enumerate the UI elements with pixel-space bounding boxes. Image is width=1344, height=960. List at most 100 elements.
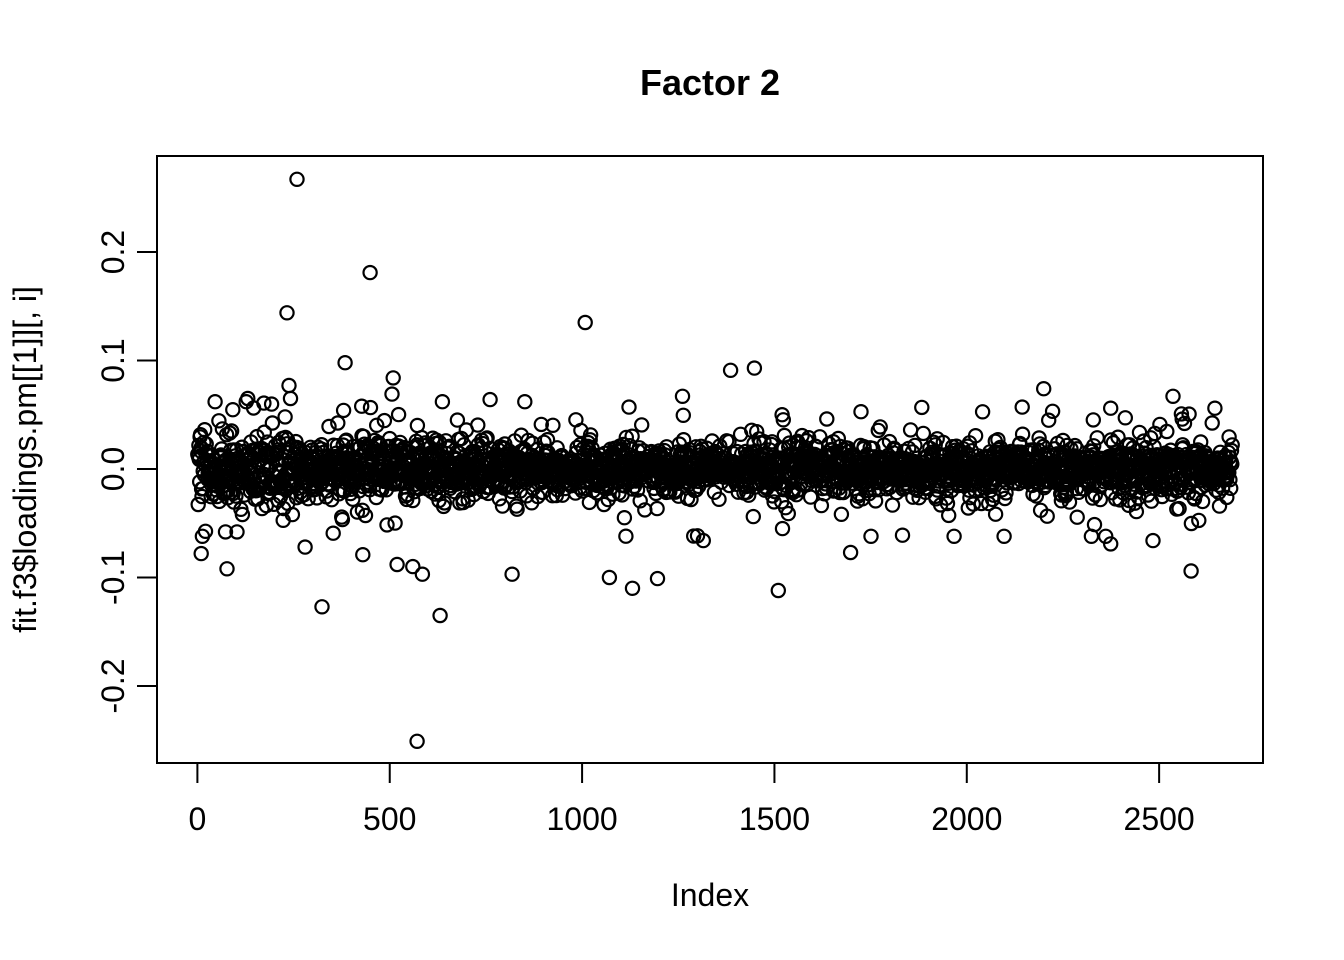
data-point — [533, 416, 550, 433]
data-point — [1014, 426, 1031, 442]
data-point — [649, 570, 666, 587]
data-point — [334, 511, 351, 528]
data-point — [1085, 412, 1102, 428]
data-point — [1086, 516, 1103, 533]
data-point — [256, 395, 272, 411]
data-point — [297, 539, 313, 555]
data-point — [674, 388, 691, 404]
data-point — [207, 394, 223, 410]
data-point — [1224, 456, 1240, 472]
data-point — [470, 417, 486, 433]
data-point — [711, 491, 727, 507]
data-point — [582, 432, 598, 448]
data-point — [284, 506, 301, 523]
data-point — [482, 391, 498, 408]
data-point — [770, 582, 787, 599]
data-point — [1103, 432, 1119, 448]
data-point — [863, 528, 879, 545]
data-point — [967, 428, 984, 444]
x-axis-ticks: 0 500 1000 1500 2000 2500 — [188, 763, 1195, 837]
data-point — [436, 495, 453, 511]
data-point — [335, 402, 352, 419]
data-point — [987, 506, 1004, 522]
data-point — [337, 355, 353, 371]
data-point — [277, 409, 293, 425]
data-point — [577, 314, 593, 331]
data-point — [504, 566, 520, 582]
data-point — [405, 558, 421, 575]
plot-border — [156, 155, 1264, 764]
data-point — [688, 482, 705, 498]
chart-title: Factor 2 — [640, 62, 780, 103]
y-tick-label: -0.2 — [95, 658, 131, 713]
data-point — [624, 580, 641, 597]
x-tick-label: 1500 — [739, 801, 810, 837]
data-point — [1102, 536, 1119, 552]
data-point — [263, 396, 280, 412]
data-point — [314, 599, 330, 615]
data-point — [1165, 388, 1181, 404]
y-axis-ticks: 0.2 0.1 0.0 -0.1 -0.2 — [95, 230, 157, 714]
data-point — [1031, 430, 1047, 446]
data-point — [872, 419, 888, 435]
data-point — [1097, 528, 1114, 545]
data-point — [774, 520, 791, 537]
data-point — [775, 412, 792, 428]
data-point — [1207, 400, 1223, 416]
data-point — [1171, 500, 1187, 517]
data-point — [432, 607, 448, 624]
data-point — [1204, 415, 1220, 431]
data-point — [289, 171, 305, 187]
data-point — [264, 415, 281, 431]
data-point — [434, 394, 451, 410]
data-point — [219, 561, 235, 577]
data-point — [745, 508, 762, 525]
data-point — [573, 422, 589, 439]
data-point — [228, 488, 244, 504]
x-tick-label: 2000 — [931, 801, 1002, 837]
data-point — [915, 425, 932, 442]
x-tick-label: 1000 — [546, 801, 617, 837]
data-point — [997, 490, 1013, 507]
data-point — [1222, 472, 1238, 488]
data-point — [621, 399, 637, 415]
data-point — [1183, 563, 1199, 579]
data-point — [1173, 406, 1190, 422]
data-point — [384, 386, 400, 402]
data-point — [632, 493, 648, 509]
data-point — [385, 370, 401, 386]
data-point — [325, 525, 341, 541]
data-point — [545, 417, 561, 433]
data-point — [449, 412, 466, 428]
data-point — [379, 517, 395, 533]
data-point — [941, 507, 957, 524]
data-point — [369, 417, 385, 433]
data-point — [618, 429, 635, 446]
data-point — [197, 523, 214, 540]
data-point — [842, 544, 859, 561]
data-point — [907, 437, 923, 454]
data-point — [479, 430, 495, 446]
data-point — [362, 399, 379, 416]
data-point — [217, 524, 234, 540]
data-point — [196, 422, 213, 438]
data-point — [509, 501, 525, 517]
data-point — [1117, 410, 1134, 426]
data-point — [996, 528, 1012, 545]
data-point — [904, 444, 921, 460]
data-point — [1061, 494, 1078, 510]
data-point — [321, 418, 337, 435]
data-point — [355, 547, 371, 563]
data-point — [832, 438, 848, 455]
y-axis-label: fit.f3$loadings.pm[[1]][, i] — [7, 286, 43, 633]
data-point — [1028, 488, 1045, 504]
data-point — [1040, 412, 1057, 428]
x-tick-label: 500 — [363, 801, 416, 837]
data-point — [1221, 464, 1237, 481]
data-point — [914, 399, 930, 416]
data-point — [1159, 423, 1175, 440]
data-point — [946, 528, 962, 545]
data-point — [211, 413, 227, 429]
data-point — [414, 566, 431, 582]
